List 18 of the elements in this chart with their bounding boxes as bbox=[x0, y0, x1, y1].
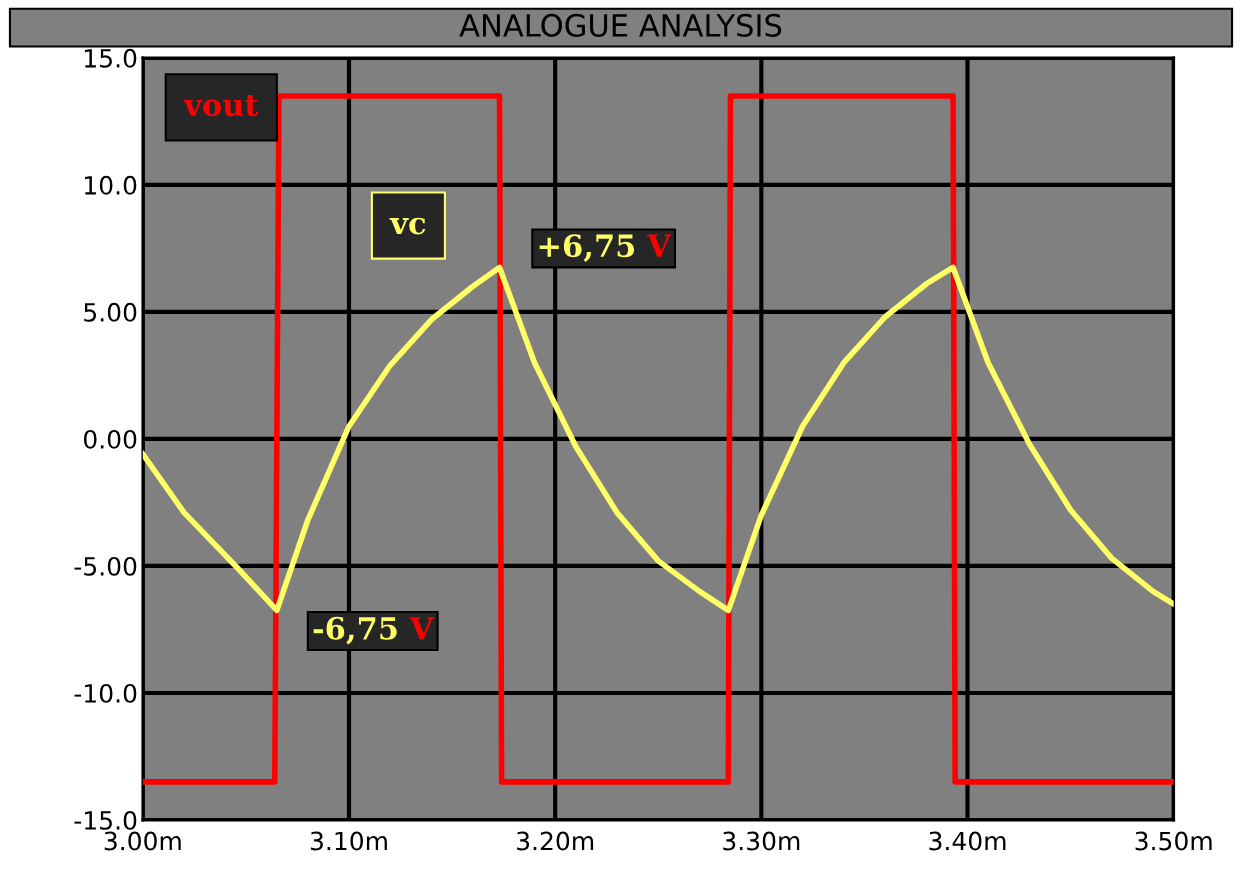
y-tick-label: -15.0 bbox=[74, 810, 137, 830]
x-tick-label: 3.10m bbox=[310, 831, 387, 851]
annotation: +6,75 V bbox=[539, 234, 672, 262]
x-tick-label: 3.30m bbox=[723, 831, 800, 851]
y-tick-label: 5.00 bbox=[84, 302, 137, 322]
series-label: vout bbox=[183, 95, 259, 117]
y-tick-label: -5.00 bbox=[74, 556, 137, 576]
text: vc bbox=[389, 217, 426, 235]
x-tick-label: 3.00m bbox=[104, 831, 181, 851]
y-tick-label: -10.0 bbox=[74, 683, 137, 703]
chart-title: ANALOGUE ANALYSIS bbox=[459, 13, 782, 37]
x-tick-label: 3.20m bbox=[517, 831, 594, 851]
x-tick-label: 3.50m bbox=[1135, 831, 1212, 851]
x-tick-label: 3.40m bbox=[929, 831, 1006, 851]
annotation: -6,75 V bbox=[313, 616, 434, 645]
y-tick-label: 15.0 bbox=[85, 48, 137, 68]
y-tick-label: 10.0 bbox=[85, 175, 137, 195]
y-tick-label: 0.00 bbox=[83, 429, 137, 449]
